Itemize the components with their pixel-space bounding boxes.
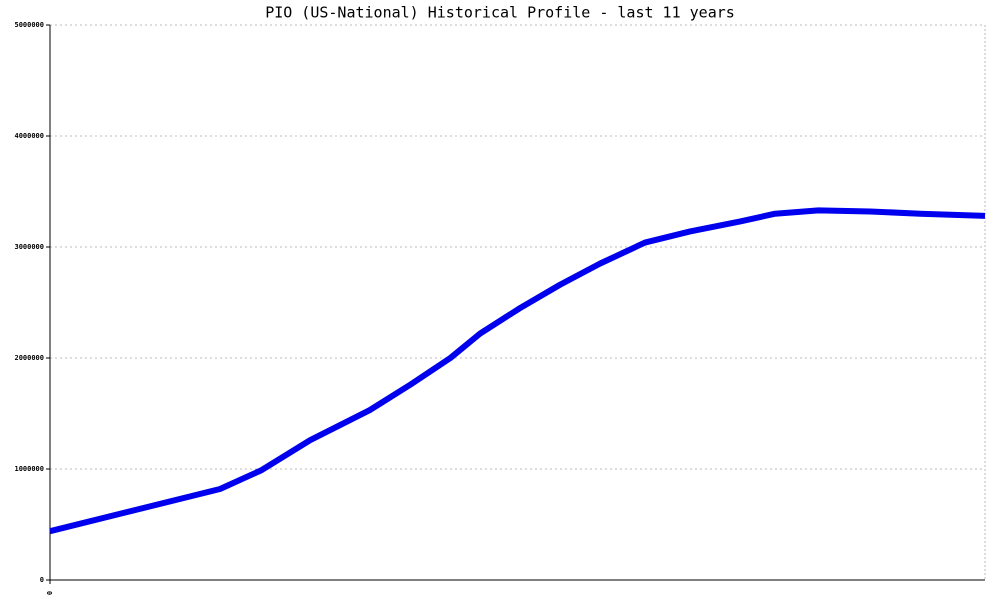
chart-title: PIO (US-National) Historical Profile - l… [265,4,735,22]
y-tick-label: 3000000 [14,243,44,251]
y-tick-label: 0 [40,576,44,584]
y-tick-label: 4000000 [14,132,44,140]
data-line [49,207,986,535]
y-tick-label: 2000000 [14,354,44,362]
y-tick-label: 5000000 [14,21,44,29]
x-tick-label: 0 [46,591,54,595]
y-tick-label: 1000000 [14,465,44,473]
